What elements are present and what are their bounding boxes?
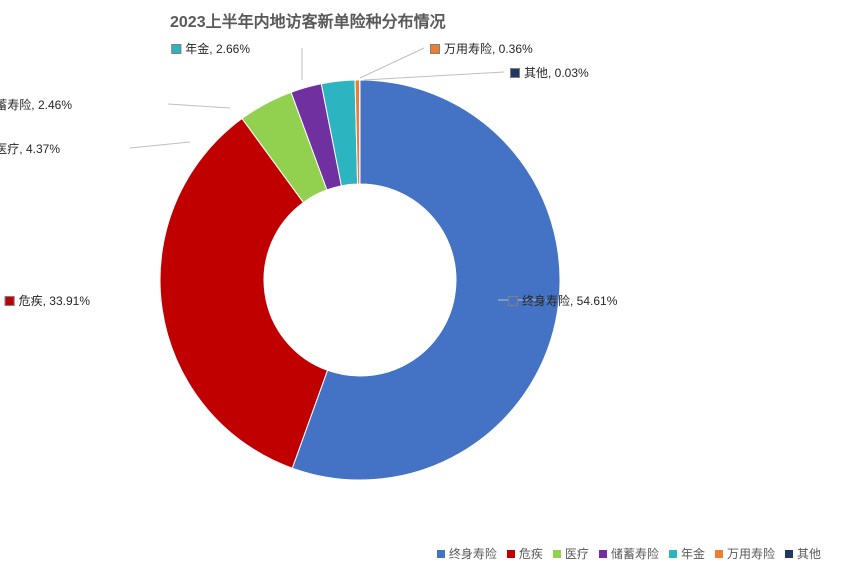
legend-swatch xyxy=(715,550,723,558)
legend-label: 万用寿险 xyxy=(727,545,775,562)
slice-label: 其他, 0.03% xyxy=(510,64,589,81)
label-swatch xyxy=(430,44,440,54)
legend-label: 危疾 xyxy=(519,545,543,562)
donut-wrap xyxy=(150,70,570,490)
legend-label: 储蓄寿险 xyxy=(611,545,659,562)
legend-label: 医疗 xyxy=(565,545,589,562)
legend-item: 万用寿险 xyxy=(715,545,775,562)
legend-item: 年金 xyxy=(669,545,705,562)
label-swatch xyxy=(171,44,181,54)
label-swatch xyxy=(508,296,518,306)
legend-swatch xyxy=(599,550,607,558)
slice-label: 万用寿险, 0.36% xyxy=(430,40,533,57)
legend-item: 终身寿险 xyxy=(437,545,497,562)
label-swatch xyxy=(510,68,520,78)
donut-svg xyxy=(150,70,570,490)
slice-label: 危疾, 33.91% xyxy=(5,292,90,309)
label-text: 年金, 2.66% xyxy=(185,40,250,57)
legend-swatch xyxy=(785,550,793,558)
legend-label: 年金 xyxy=(681,545,705,562)
label-text: 医疗, 4.37% xyxy=(0,140,60,157)
slice-label: 终身寿险, 54.61% xyxy=(508,292,617,309)
legend-label: 其他 xyxy=(797,545,821,562)
chart-title: 2023上半年内地访客新单险种分布情况 xyxy=(170,8,446,32)
legend-item: 其他 xyxy=(785,545,821,562)
legend-swatch xyxy=(553,550,561,558)
label-text: 终身寿险, 54.61% xyxy=(522,292,617,309)
donut-chart: 2023上半年内地访客新单险种分布情况 终身寿险, 54.61% 危疾, 33.9… xyxy=(0,0,841,584)
label-text: 其他, 0.03% xyxy=(524,64,589,81)
legend-item: 危疾 xyxy=(507,545,543,562)
legend-item: 储蓄寿险 xyxy=(599,545,659,562)
slice-label: 储蓄寿险, 2.46% xyxy=(0,96,72,113)
legend-swatch xyxy=(437,550,445,558)
legend-label: 终身寿险 xyxy=(449,545,497,562)
legend-swatch xyxy=(507,550,515,558)
label-text: 万用寿险, 0.36% xyxy=(444,40,533,57)
label-text: 危疾, 33.91% xyxy=(19,292,90,309)
legend: 终身寿险 危疾 医疗 储蓄寿险 年金 万用寿险 其他 xyxy=(437,545,821,562)
legend-item: 医疗 xyxy=(553,545,589,562)
slice-label: 医疗, 4.37% xyxy=(0,140,60,157)
label-swatch xyxy=(5,296,15,306)
legend-swatch xyxy=(669,550,677,558)
label-text: 储蓄寿险, 2.46% xyxy=(0,96,72,113)
slice-label: 年金, 2.66% xyxy=(171,40,250,57)
